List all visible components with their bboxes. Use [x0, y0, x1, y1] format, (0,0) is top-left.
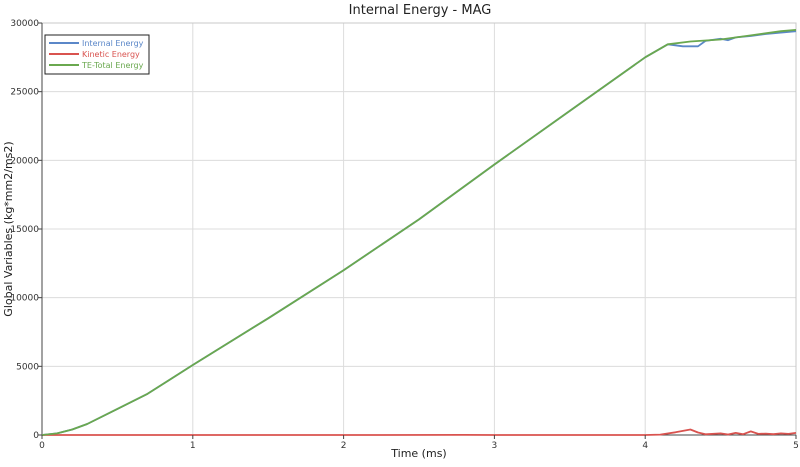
x-tick-label: 2 [341, 441, 347, 451]
x-tick-label: 5 [793, 441, 799, 451]
y-axis-label: Global Variables (kg*mm2/ms2) [2, 141, 15, 316]
series-line-3 [41, 29, 797, 436]
x-tick-label: 1 [190, 441, 196, 451]
x-tick-label: 4 [642, 441, 648, 451]
legend-label: Internal Energy [82, 39, 144, 48]
legend-label: TE-Total Energy [81, 61, 144, 70]
y-tick-label: 25000 [10, 88, 39, 98]
y-tick-label: 0 [33, 431, 39, 441]
y-tick-label: 20000 [10, 156, 39, 166]
y-tick-label: 5000 [16, 362, 39, 372]
x-tick-label: 3 [492, 441, 498, 451]
x-tick-label: 0 [39, 441, 45, 451]
series-lines [41, 29, 797, 436]
axis-ticks: 0 1 2 3 4 5 0 5000 10000 15000 20000 25000 30000 [10, 19, 799, 451]
series-line-2 [42, 428, 797, 436]
legend-label: Kinetic Energy [82, 50, 140, 59]
y-tick-label: 30000 [10, 19, 39, 29]
gridlines [41, 22, 797, 436]
x-axis-label: Time (ms) [390, 447, 446, 460]
y-tick-label: 15000 [10, 225, 39, 235]
y-tick-label: 10000 [10, 294, 39, 304]
chart-title: Internal Energy - MAG [349, 3, 492, 18]
legend: Internal Energy Kinetic Energy TE-Total En… [44, 34, 150, 75]
